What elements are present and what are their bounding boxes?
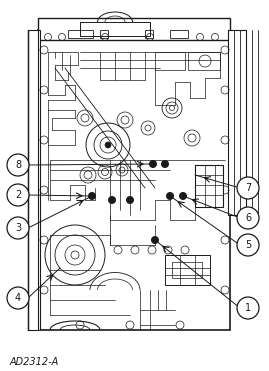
Text: 2: 2 <box>15 190 21 200</box>
Text: AD2312-A: AD2312-A <box>10 357 59 367</box>
Circle shape <box>237 207 259 229</box>
Text: 7: 7 <box>245 183 251 193</box>
Circle shape <box>7 217 29 239</box>
Bar <box>165 255 210 285</box>
Text: 3: 3 <box>15 223 21 233</box>
Circle shape <box>237 177 259 199</box>
Bar <box>195 165 223 207</box>
Circle shape <box>237 234 259 256</box>
Bar <box>170 30 188 38</box>
Circle shape <box>151 236 159 244</box>
Bar <box>38 30 230 330</box>
Circle shape <box>108 196 116 204</box>
Bar <box>172 262 202 278</box>
Text: 5: 5 <box>245 240 251 250</box>
Bar <box>28 30 40 330</box>
Bar <box>38 18 230 40</box>
Bar <box>100 30 108 38</box>
Circle shape <box>7 184 29 206</box>
Text: 1: 1 <box>245 303 251 313</box>
Circle shape <box>149 160 157 168</box>
Text: 8: 8 <box>15 160 21 170</box>
Circle shape <box>179 192 187 200</box>
Circle shape <box>105 142 111 148</box>
Bar <box>188 52 220 70</box>
Circle shape <box>7 287 29 309</box>
Bar <box>145 30 153 38</box>
Bar <box>80 22 150 36</box>
Circle shape <box>88 192 96 200</box>
Circle shape <box>237 297 259 319</box>
Text: 4: 4 <box>15 293 21 303</box>
Bar <box>155 52 185 70</box>
Bar <box>68 30 93 38</box>
Circle shape <box>166 192 174 200</box>
Text: 6: 6 <box>245 213 251 223</box>
Circle shape <box>126 196 134 204</box>
Circle shape <box>7 154 29 176</box>
Circle shape <box>161 160 169 168</box>
Bar <box>228 30 246 215</box>
